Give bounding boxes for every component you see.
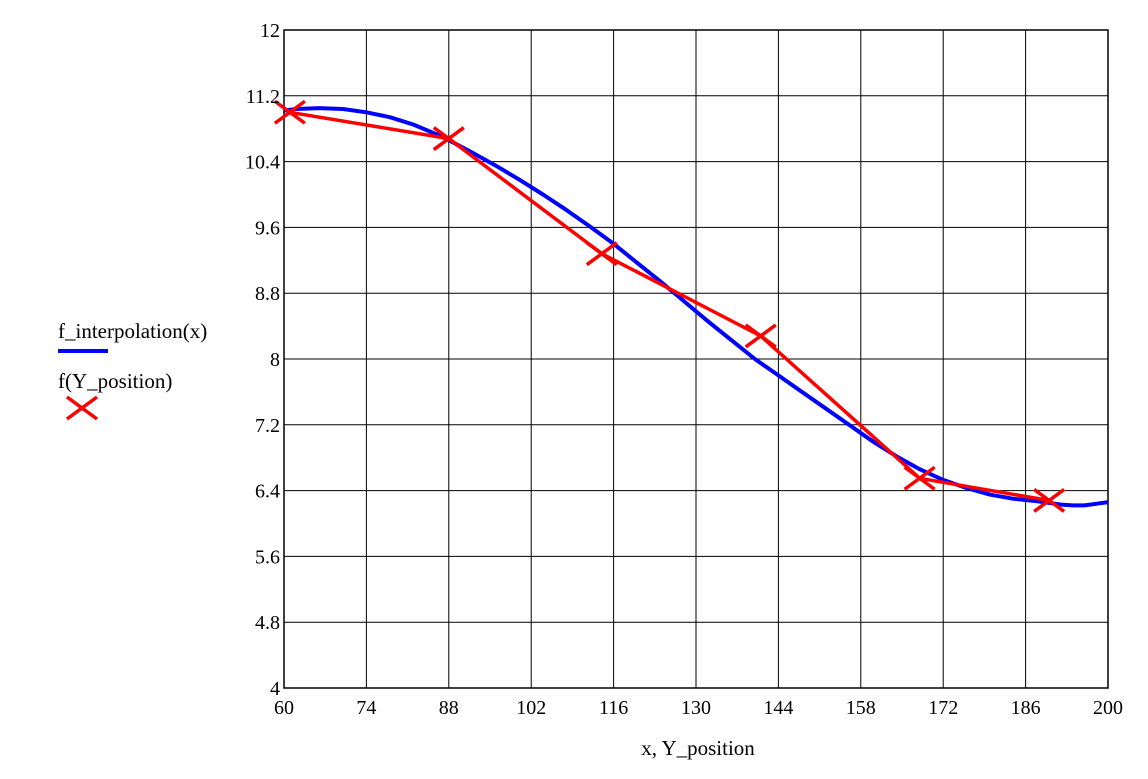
y-tick-label: 11.2 — [246, 86, 280, 108]
legend-label-points: f(Y_position) — [58, 369, 172, 393]
y-tick-label: 4.8 — [255, 612, 280, 634]
y-tick-label: 4 — [270, 678, 280, 700]
interpolation-line — [283, 106, 1109, 508]
x-tick-label: 74 — [356, 697, 376, 719]
y-tick-labels: 4 4.8 5.6 6.4 7.2 8 8.8 9.6 10.4 11.2 12 — [245, 20, 280, 700]
y-tick-label: 12 — [260, 20, 280, 42]
x-tick-label: 88 — [439, 697, 459, 719]
x-tick-labels: 60 74 88 102 116 130 144 158 172 186 200 — [274, 697, 1123, 719]
legend-entry-interpolation: f_interpolation(x) — [58, 319, 207, 353]
series-layer — [273, 99, 1109, 513]
x-axis-title: x, Y_position — [641, 736, 755, 760]
data-point-marker — [1033, 488, 1066, 513]
data-point-marker — [432, 126, 465, 151]
legend-entry-points: f(Y_position) — [58, 369, 172, 421]
y-tick-label: 6.4 — [255, 481, 280, 503]
x-tick-label: 200 — [1093, 697, 1123, 719]
plot-frame — [283, 29, 1109, 689]
y-tick-label: 5.6 — [255, 546, 280, 568]
y-tick-label: 10.4 — [245, 152, 280, 174]
legend-x-marker — [65, 395, 99, 421]
data-point-marker — [585, 241, 618, 267]
x-tick-label: 60 — [274, 697, 294, 719]
y-tick-label: 9.6 — [255, 217, 280, 239]
x-tick-label: 102 — [516, 697, 546, 719]
y-tick-label: 8.8 — [255, 283, 280, 305]
x-tick-label: 116 — [599, 697, 628, 719]
data-point-marker — [744, 323, 777, 349]
data-point-marker — [903, 465, 936, 491]
data-points-line — [289, 110, 1050, 503]
legend-x-marker-swatch-points — [65, 395, 99, 421]
x-tick-label: 172 — [928, 697, 958, 719]
grid-lines — [283, 29, 1109, 689]
x-tick-label: 186 — [1011, 697, 1041, 719]
x-tick-label: 158 — [846, 697, 876, 719]
legend-label-interpolation: f_interpolation(x) — [58, 319, 207, 343]
x-tick-label: 130 — [681, 697, 711, 719]
y-tick-label: 8 — [270, 349, 280, 371]
legend: f_interpolation(x) f(Y_position) — [58, 319, 207, 421]
x-tick-label: 144 — [763, 697, 793, 719]
y-tick-label: 7.2 — [255, 415, 280, 437]
data-point-marker — [273, 99, 306, 125]
